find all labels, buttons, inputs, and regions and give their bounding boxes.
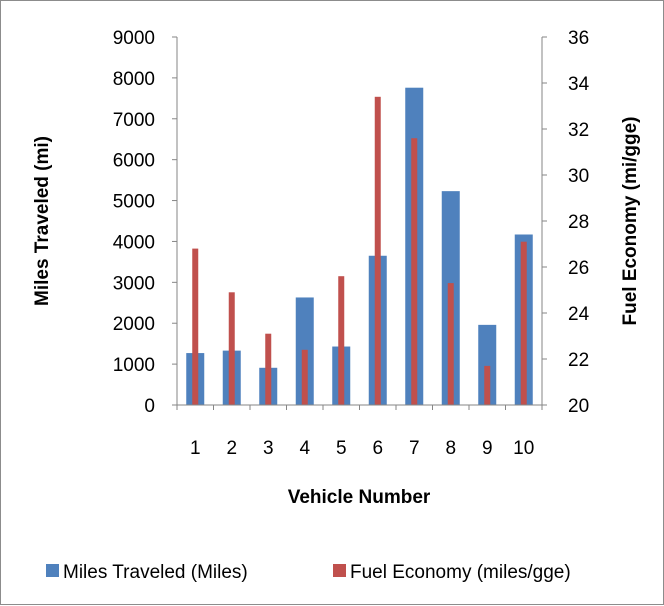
bar-fuel-2 (228, 292, 235, 405)
y2-tick-label: 24 (568, 304, 590, 325)
y-tick-label: 8000 (113, 69, 155, 90)
x-axis-title: Vehicle Number (288, 487, 431, 508)
x-tick-label: 5 (336, 438, 347, 459)
y-tick-label: 4000 (113, 232, 155, 253)
y-tick-label: 2000 (113, 314, 155, 335)
y2-tick-label: 22 (568, 350, 589, 371)
x-tick-label: 2 (226, 438, 237, 459)
bar-fuel-3 (265, 333, 272, 405)
legend-label-miles: Miles Traveled (Miles) (63, 562, 248, 583)
y2-tick-label: 20 (568, 396, 589, 417)
y-tick-label: 7000 (113, 110, 155, 131)
bar-fuel-9 (484, 365, 491, 405)
bar-miles-9 (478, 324, 497, 405)
bar-fuel-5 (338, 276, 345, 405)
bar-fuel-1 (192, 248, 199, 405)
y2-axis-title: Fuel Economy (mi/gge) (620, 116, 641, 325)
x-tick-label: 9 (482, 438, 493, 459)
bar-fuel-7 (411, 138, 418, 405)
y-tick-label: 5000 (113, 192, 155, 213)
y2-tick-label: 30 (568, 166, 589, 187)
y-tick-label: 3000 (113, 273, 155, 294)
y2-tick-label: 28 (568, 212, 589, 233)
x-tick-label: 7 (409, 438, 420, 459)
y-axis-title: Miles Traveled (mi) (32, 136, 53, 306)
y-tick-label: 9000 (113, 28, 155, 49)
y-tick-label: 0 (144, 396, 155, 417)
y2-tick-label: 32 (568, 120, 589, 141)
legend-swatch-fuel (333, 564, 346, 577)
y2-tick-label: 26 (568, 258, 589, 279)
chart-legend: Miles Traveled (Miles) Fuel Economy (mil… (46, 562, 571, 583)
chart-marks (186, 87, 533, 406)
y2-tick-label: 34 (568, 74, 590, 95)
x-tick-label: 8 (445, 438, 456, 459)
x-tick-label: 1 (190, 438, 201, 459)
legend-swatch-miles (46, 564, 59, 577)
bar-fuel-8 (447, 283, 454, 405)
legend-label-fuel: Fuel Economy (miles/gge) (350, 562, 571, 583)
y2-tick-label: 36 (568, 28, 589, 49)
bar-fuel-6 (374, 96, 381, 406)
x-tick-label: 3 (263, 438, 274, 459)
chart-ticks: 0 1000 2000 3000 4000 5000 6000 7000 8000 9000 20 2… (113, 28, 590, 459)
y-tick-label: 1000 (113, 355, 155, 376)
x-tick-label: 4 (299, 438, 310, 459)
x-tick-label: 6 (372, 438, 383, 459)
x-tick-label: 10 (513, 438, 534, 459)
y-tick-label: 6000 (113, 151, 155, 172)
bar-fuel-4 (301, 349, 308, 405)
bar-fuel-10 (520, 241, 527, 405)
